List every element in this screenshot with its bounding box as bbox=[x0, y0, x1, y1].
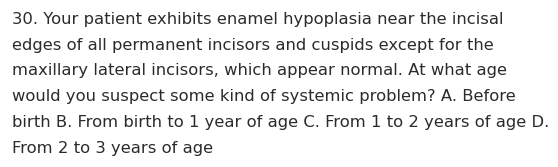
Text: 30. Your patient exhibits enamel hypoplasia near the incisal: 30. Your patient exhibits enamel hypopla… bbox=[12, 12, 504, 27]
Text: maxillary lateral incisors, which appear normal. At what age: maxillary lateral incisors, which appear… bbox=[12, 63, 507, 78]
Text: From 2 to 3 years of age: From 2 to 3 years of age bbox=[12, 141, 213, 156]
Text: birth B. From birth to 1 year of age C. From 1 to 2 years of age D.: birth B. From birth to 1 year of age C. … bbox=[12, 115, 550, 130]
Text: would you suspect some kind of systemic problem? A. Before: would you suspect some kind of systemic … bbox=[12, 89, 516, 104]
Text: edges of all permanent incisors and cuspids except for the: edges of all permanent incisors and cusp… bbox=[12, 38, 494, 53]
